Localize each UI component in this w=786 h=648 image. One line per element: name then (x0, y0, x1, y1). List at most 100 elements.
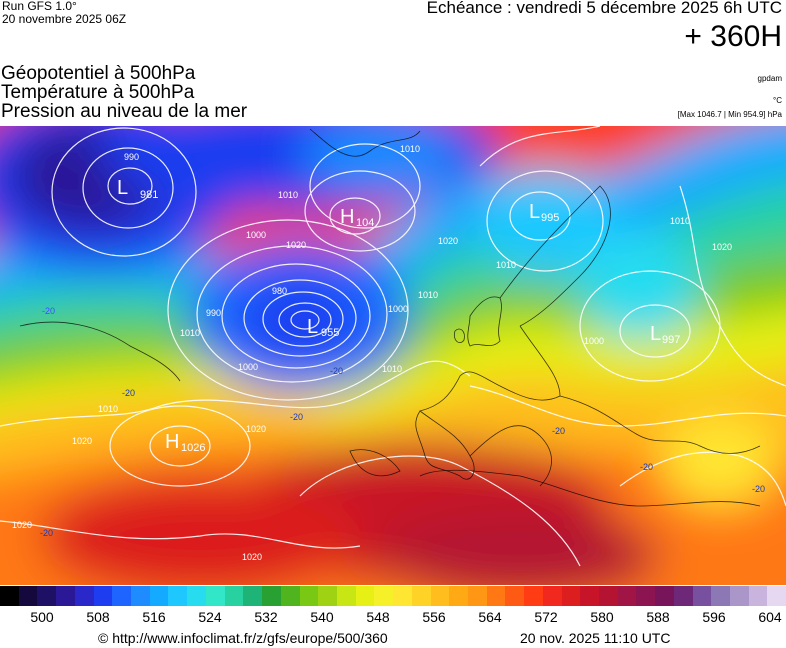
color-swatch (149, 586, 169, 606)
temperature-labels: -20 -20 -20 -20 -20 -20 -20 -20 (40, 306, 765, 538)
color-swatch (318, 586, 337, 606)
high-center-label: H (165, 431, 179, 453)
isobar-label: 1010 (278, 190, 298, 200)
color-swatch (18, 586, 38, 606)
low-center-label: L (529, 201, 540, 223)
pressure-max-min: [Max 1046.7 | Min 954.9] hPa (677, 110, 782, 119)
temperature-label: -20 (42, 306, 55, 316)
color-scale-tick: 556 (422, 609, 446, 625)
color-scale-tick: 596 (702, 609, 726, 625)
isobar-label: 1010 (418, 290, 438, 300)
color-swatch (355, 586, 375, 606)
color-scale-tick: 604 (758, 609, 782, 625)
low-center-value: 981 (140, 189, 158, 201)
color-swatch (730, 586, 749, 606)
title-pressure: Pression au niveau de la mer (1, 101, 248, 122)
isobar-label: 1010 (98, 404, 118, 414)
color-swatch (37, 586, 57, 606)
low-center-label: L (307, 316, 318, 338)
isobar-label: 1020 (246, 424, 266, 434)
forecast-valid-time: Echéance : vendredi 5 décembre 2025 6h U… (426, 0, 782, 17)
color-swatch (617, 586, 637, 606)
color-scale-tick: 548 (366, 609, 390, 625)
isobar-label: 980 (272, 286, 287, 296)
color-scale-tick: 500 (30, 609, 54, 625)
unit-geopotential: gpdam (757, 74, 782, 83)
lead-time: + 360H (684, 20, 782, 53)
color-scale-tick: 508 (86, 609, 110, 625)
run-date: 20 novembre 2025 06Z (2, 12, 127, 26)
color-swatch (711, 586, 731, 606)
low-center-value: 997 (662, 334, 680, 346)
color-swatch (599, 586, 618, 606)
color-swatch (524, 586, 543, 606)
color-swatch (449, 586, 468, 606)
isobar-label: 1010 (382, 364, 402, 374)
copyright-link: © http://www.infoclimat.fr/z/gfs/europe/… (98, 630, 388, 646)
color-swatch (93, 586, 113, 606)
isobar-label: 1010 (180, 328, 200, 338)
isobar-label: 1000 (584, 336, 604, 346)
color-swatch (430, 586, 450, 606)
temperature-label: -20 (640, 462, 653, 472)
color-swatch (131, 586, 150, 606)
color-swatch (655, 586, 674, 606)
title-geopotential: Géopotentiel à 500hPa (1, 63, 196, 84)
low-center-label: L (650, 323, 661, 345)
issued-timestamp: 20 nov. 2025 11:10 UTC (520, 630, 671, 646)
isobar-label: 990 (124, 152, 139, 162)
isobars (0, 126, 786, 567)
color-swatch (767, 586, 786, 606)
isobar-label: 1010 (400, 144, 420, 154)
pressure-center-labels: L 981 H 104 L 995 L 955 L 997 H 1026 (117, 177, 680, 454)
isobar-label: 990 (206, 308, 221, 318)
isobar-label: 1000 (388, 304, 408, 314)
color-scale-tick: 588 (646, 609, 670, 625)
color-swatch (692, 586, 712, 606)
temperature-label: -20 (290, 412, 303, 422)
color-swatch (187, 586, 206, 606)
color-swatch (336, 586, 356, 606)
color-swatch (673, 586, 693, 606)
color-scale-bar (0, 586, 786, 606)
color-swatch (467, 586, 487, 606)
color-swatch (74, 586, 94, 606)
weather-map: L 981 H 104 L 995 L 955 L 997 H 1026 990… (0, 126, 786, 585)
color-scale-tick: 572 (534, 609, 558, 625)
low-center-value: 995 (541, 212, 559, 224)
color-scale-tick: 532 (254, 609, 278, 625)
title-temperature: Température à 500hPa (1, 82, 195, 103)
color-scale-tick: 516 (142, 609, 166, 625)
color-swatch (112, 586, 132, 606)
color-swatch (374, 586, 394, 606)
color-swatch (636, 586, 656, 606)
isobar-value-labels: 990 1010 1000 1020 1020 1010 1010 980 99… (12, 144, 732, 562)
isobar-label: 1020 (72, 436, 92, 446)
high-center-value: 1026 (181, 442, 205, 454)
color-swatch (542, 586, 562, 606)
color-swatch (56, 586, 75, 606)
temperature-label: -20 (552, 426, 565, 436)
color-swatch (243, 586, 263, 606)
isobar-label: 1020 (438, 236, 458, 246)
isobar-label: 1000 (238, 362, 258, 372)
temperature-label: -20 (122, 388, 135, 398)
color-swatch (486, 586, 506, 606)
isobar-label: 1020 (12, 520, 32, 530)
high-center-label: H (340, 206, 354, 228)
color-swatch (205, 586, 225, 606)
color-swatch (580, 586, 599, 606)
color-scale-tick: 580 (590, 609, 614, 625)
temperature-label: -20 (40, 528, 53, 538)
low-center-value: 955 (321, 327, 339, 339)
color-swatch (299, 586, 319, 606)
color-swatch (393, 586, 412, 606)
temperature-label: -20 (330, 366, 343, 376)
isobar-label: 1020 (286, 240, 306, 250)
color-swatch (0, 586, 19, 606)
color-swatch (262, 586, 281, 606)
color-swatch (748, 586, 768, 606)
coastlines (19, 128, 761, 507)
color-scale-tick: 524 (198, 609, 222, 625)
color-swatch (224, 586, 244, 606)
